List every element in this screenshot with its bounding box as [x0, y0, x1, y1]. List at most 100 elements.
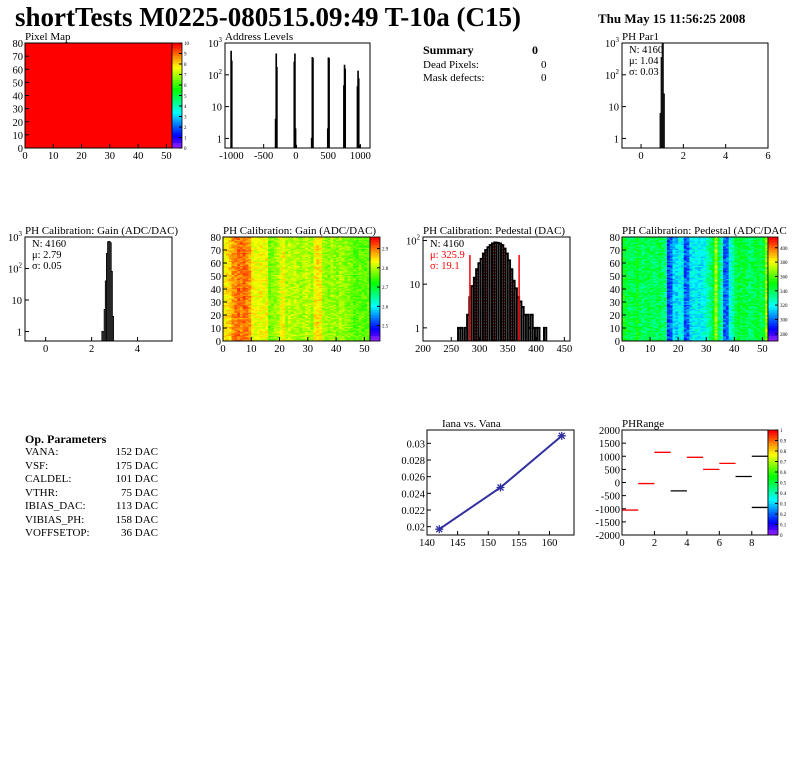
heatmap-cell: [251, 326, 255, 329]
heatmap-cell: [296, 333, 300, 335]
heatmap-cell: [358, 270, 362, 273]
heatmap-cell: [304, 321, 309, 324]
heatmap-cell: [341, 268, 345, 270]
heatmap-cell: [251, 259, 255, 261]
heatmap-cell: [234, 338, 238, 340]
heatmap-cell: [268, 273, 272, 275]
heatmap-cell: [361, 265, 365, 268]
heatmap-cell: [268, 303, 272, 305]
heatmap-cell: [256, 289, 261, 291]
heatmap-cell: [355, 252, 359, 255]
heatmap-cell: [228, 303, 232, 305]
heatmap-cell: [324, 335, 328, 338]
heatmap-cell: [302, 328, 306, 330]
heatmap-cell: [290, 338, 294, 340]
heatmap-cell: [279, 308, 283, 311]
heatmap-cell: [282, 282, 286, 285]
heatmap-cell: [256, 325, 261, 327]
heatmap-cell: [239, 328, 244, 330]
heatmap-cell: [316, 302, 320, 304]
heatmap-cell: [627, 257, 631, 260]
heatmap-cell: [293, 298, 297, 300]
heatmap-cell: [630, 240, 634, 243]
heatmap-cell: [327, 331, 331, 334]
heatmap-cell: [358, 307, 362, 309]
heatmap-cell: [304, 247, 309, 249]
heatmap-cell: [636, 307, 640, 309]
heatmap-cell: [330, 302, 334, 304]
heatmap-cell: [624, 273, 628, 275]
heatmap-cell: [358, 303, 362, 305]
heatmap-cell: [353, 243, 357, 246]
heatmap-cell: [358, 266, 362, 269]
heatmap-cell: [293, 247, 297, 249]
heatmap-cell: [316, 263, 320, 265]
heatmap-cell: [350, 329, 354, 331]
heatmap-cell: [321, 238, 326, 240]
heatmap-cell: [285, 255, 289, 257]
heatmap-cell: [624, 238, 628, 240]
histogram: [230, 50, 361, 148]
colorbar-step: [370, 242, 380, 246]
stats-text: σ: 0.05: [32, 261, 62, 272]
heatmap-cell: [367, 278, 371, 281]
heatmap-cell: [636, 333, 640, 335]
heatmap-cell: [307, 338, 311, 340]
heatmap-cell: [271, 238, 275, 240]
heatmap-cell: [254, 274, 258, 277]
heatmap-cell: [310, 252, 314, 255]
heatmap-cell: [256, 252, 261, 255]
heatmap-cell: [316, 325, 320, 327]
heatmap-cell: [316, 259, 320, 261]
heatmap-cell: [265, 259, 269, 261]
heatmap-cell: [355, 313, 359, 316]
heatmap-cell: [327, 303, 331, 305]
heatmap-cell: [627, 259, 631, 261]
heatmap-cell: [319, 273, 323, 275]
heatmap-cell: [268, 264, 272, 266]
heatmap-cell: [355, 286, 359, 288]
heatmap-cell: [231, 266, 235, 269]
heatmap-cell: [248, 276, 252, 278]
heatmap-cell: [299, 270, 303, 273]
heatmap-cell: [223, 286, 227, 288]
heatmap-cell: [333, 299, 337, 301]
heatmap-cell: [338, 296, 343, 299]
heatmap-cell: [350, 300, 354, 303]
heatmap-cell: [316, 305, 320, 308]
heatmap-cell: [319, 277, 323, 279]
heatmap-cell: [282, 278, 286, 281]
heatmap-cell: [304, 300, 309, 303]
heatmap-cell: [299, 269, 303, 272]
heatmap-cell: [630, 309, 634, 312]
heatmap-cell: [225, 253, 229, 256]
heatmap-cell: [327, 300, 331, 303]
heatmap-cell: [310, 322, 314, 325]
x-tick-label: 0: [22, 151, 27, 162]
heatmap-cell: [316, 290, 320, 292]
heatmap-cell: [293, 250, 297, 252]
heatmap-cell: [353, 287, 357, 290]
heatmap-cell: [234, 268, 238, 270]
heatmap-cell: [624, 333, 628, 335]
heatmap-cell: [341, 334, 345, 337]
heatmap-cell: [245, 274, 249, 277]
heatmap-cell: [630, 316, 634, 318]
heatmap-cell: [310, 276, 314, 278]
heatmap-cell: [341, 320, 345, 322]
heatmap-cell: [299, 334, 303, 337]
heatmap-cell: [276, 287, 280, 290]
heatmap-cell: [276, 272, 280, 274]
heatmap-cell: [256, 300, 261, 303]
heatmap-cell: [324, 290, 328, 292]
heatmap-cell: [223, 309, 227, 312]
heatmap-cell: [251, 315, 255, 317]
heatmap-cell: [313, 257, 317, 260]
heatmap-cell: [262, 292, 266, 295]
y-tick-label: 50: [211, 272, 222, 283]
heatmap-cell: [296, 248, 300, 251]
heatmap-cell: [265, 283, 269, 286]
heatmap-cell: [254, 289, 258, 291]
heatmap-cell: [271, 270, 275, 273]
heatmap-cell: [316, 316, 320, 318]
